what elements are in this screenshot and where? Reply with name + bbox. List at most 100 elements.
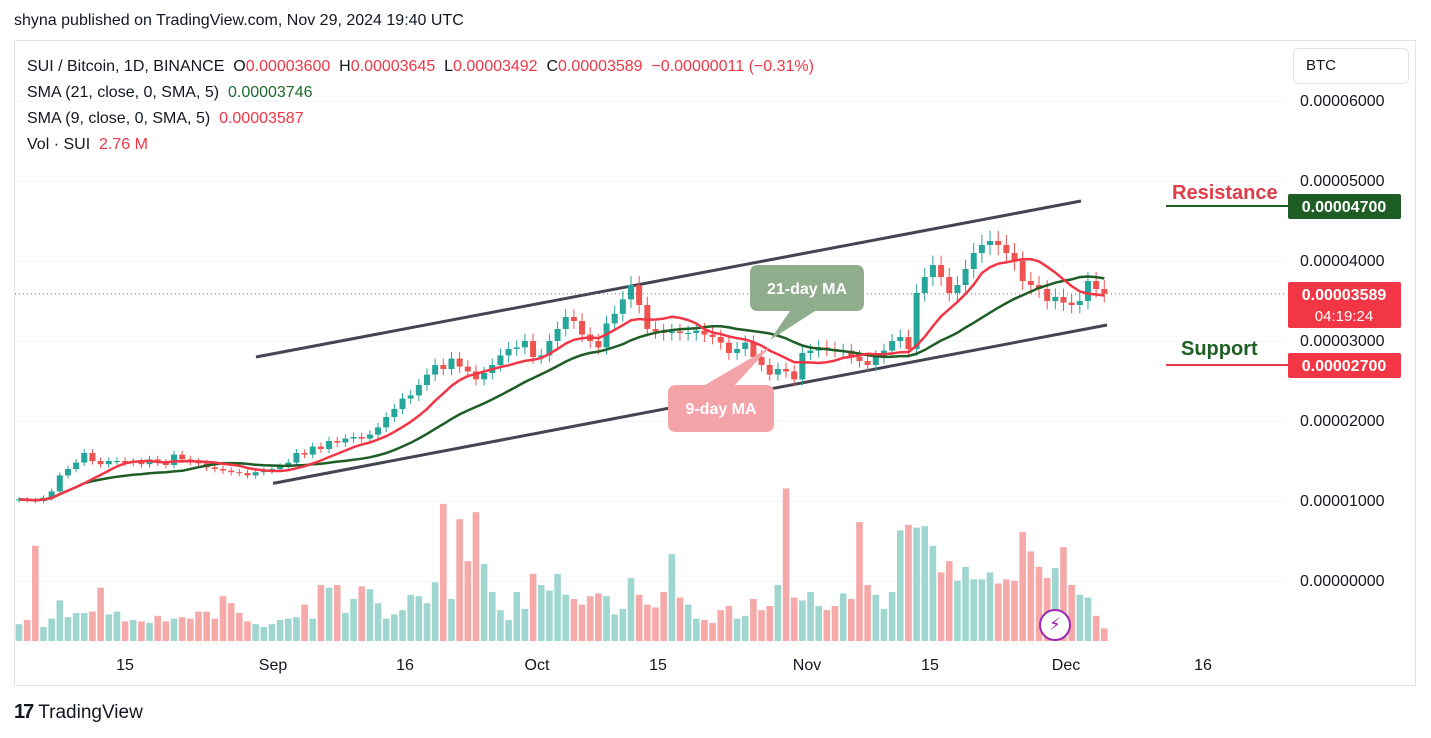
- candle-body: [1019, 261, 1026, 281]
- volume-bar: [994, 583, 1002, 641]
- volume-bar: [529, 573, 537, 641]
- candle-body: [366, 434, 373, 439]
- volume-bar: [799, 600, 806, 641]
- volume-bar: [774, 585, 782, 641]
- volume-bar: [945, 561, 953, 641]
- volume-bar: [211, 618, 219, 641]
- candle-body: [554, 329, 561, 341]
- x-tick-label: Sep: [259, 657, 288, 674]
- volume-bar: [252, 624, 259, 641]
- volume-bar: [480, 564, 488, 641]
- volume-bar: [456, 519, 463, 641]
- volume-bar: [423, 603, 431, 641]
- volume-bar: [1027, 551, 1035, 641]
- volume-bar: [864, 585, 871, 641]
- volume-bar: [701, 620, 708, 641]
- candle-body: [350, 437, 357, 439]
- candle-body: [1093, 281, 1100, 289]
- lightning-icon[interactable]: ⚡: [1039, 609, 1071, 641]
- candle-body: [73, 462, 80, 469]
- sma21-line: [18, 275, 1105, 502]
- volume-bar: [546, 590, 553, 641]
- candle-body: [856, 357, 863, 361]
- x-tick-label: Oct: [525, 657, 550, 674]
- candle-body: [179, 454, 186, 460]
- candle-body: [978, 245, 985, 253]
- volume-bar: [513, 592, 521, 641]
- volume-bar: [766, 606, 774, 641]
- candle-body: [113, 461, 120, 462]
- volume-bar: [219, 596, 227, 641]
- volume-bar: [1052, 568, 1059, 641]
- volume-bar: [970, 579, 978, 641]
- legend-sma9-row[interactable]: SMA (9, close, 0, SMA, 5) 0.00003587: [27, 106, 814, 132]
- candle-body: [424, 374, 430, 385]
- volume-bar: [954, 580, 961, 641]
- candle-body: [611, 313, 618, 324]
- volume-bar: [472, 512, 480, 641]
- candle-body: [358, 437, 365, 439]
- volume-bar: [317, 585, 325, 641]
- legend-close: 0.00003589: [558, 58, 643, 75]
- y-tick-label: 0.00003000: [1300, 333, 1385, 350]
- annotations: Resistance 0.00004700 Support 0.00002700 0.0…: [668, 182, 1401, 432]
- tradingview-logo-icon: 17: [14, 701, 34, 723]
- candle-body: [530, 341, 537, 357]
- volume-bar: [627, 578, 635, 641]
- chart-frame: [14, 40, 1416, 686]
- x-tick-label: 16: [396, 657, 414, 674]
- candle-body: [513, 347, 520, 349]
- currency-button[interactable]: BTC: [1293, 48, 1409, 84]
- volume-bar: [921, 526, 929, 641]
- volume-bar: [325, 587, 333, 641]
- volume-bar: [497, 610, 504, 641]
- candle-body: [399, 398, 406, 409]
- candle-body: [987, 241, 994, 245]
- volume-bar: [668, 554, 676, 641]
- volume-bar: [431, 582, 439, 641]
- legend-symbol[interactable]: SUI / Bitcoin, 1D, BINANCE: [27, 58, 225, 75]
- footer-branding[interactable]: 17 TradingView: [14, 701, 143, 724]
- candle-body: [277, 466, 284, 469]
- candle-body: [546, 341, 553, 356]
- volume-bar: [1043, 578, 1051, 641]
- volume-bar: [635, 594, 643, 641]
- candle-body: [717, 337, 724, 343]
- candle-body: [89, 453, 96, 461]
- x-tick-label: 15: [921, 657, 939, 674]
- candle-body: [774, 369, 781, 375]
- y-tick-label: 0.00006000: [1300, 93, 1385, 110]
- support-value: 0.00002700: [1302, 358, 1387, 375]
- volume-bar: [913, 527, 920, 641]
- candle-body: [562, 317, 569, 329]
- candle-body: [676, 331, 683, 333]
- volume-bar: [537, 585, 545, 641]
- candle-body: [252, 472, 259, 476]
- publisher-header: shyna published on TradingView.com, Nov …: [14, 12, 464, 29]
- volume-bar: [195, 611, 202, 641]
- candle-body: [456, 358, 463, 367]
- volume-bar: [578, 604, 586, 641]
- volume-bar: [676, 597, 684, 641]
- volume-bar: [162, 621, 170, 641]
- candle-body: [97, 461, 104, 465]
- volume-bar: [268, 624, 276, 641]
- ma21-callout-bubble: [750, 265, 864, 340]
- legend-low: 0.00003492: [453, 58, 538, 75]
- candle-body: [1027, 281, 1034, 285]
- volume-bar: [570, 599, 578, 641]
- price-badge-countdown: 04:19:24: [1315, 308, 1373, 325]
- legend-volume-label: Vol · SUI: [27, 136, 91, 153]
- candle-body: [48, 491, 55, 498]
- candle-body: [472, 371, 479, 380]
- candle-body: [970, 253, 977, 269]
- volume-bar: [562, 594, 570, 641]
- volume-bar: [815, 606, 822, 641]
- volume-bar: [717, 610, 725, 641]
- legend-volume-row[interactable]: Vol · SUI 2.76 M: [27, 132, 814, 158]
- candle-body: [326, 441, 333, 449]
- x-tick-label: 16: [1194, 657, 1212, 674]
- legend-sma21-row[interactable]: SMA (21, close, 0, SMA, 5) 0.00003746: [27, 80, 814, 106]
- volume-bar: [260, 627, 268, 641]
